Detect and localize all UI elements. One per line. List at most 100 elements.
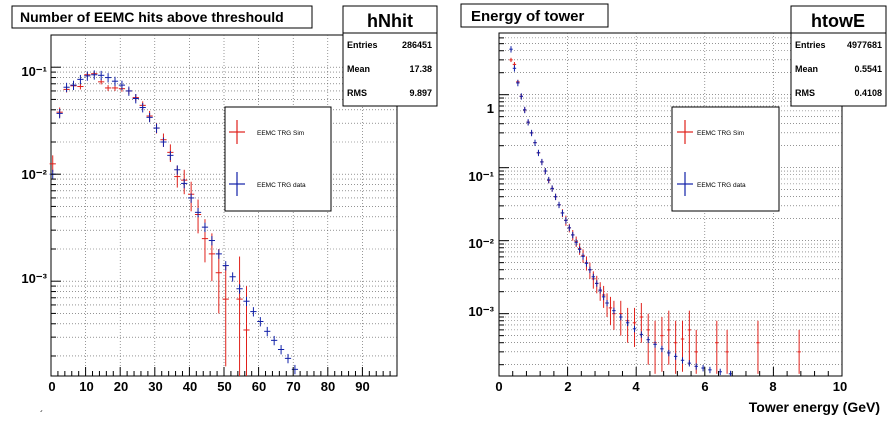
- right-ytick-1e-3: 10⁻³: [468, 304, 494, 319]
- data-point: [174, 165, 181, 175]
- data-point: [584, 260, 589, 267]
- right-title: Energy of tower: [471, 8, 585, 25]
- data-point: [547, 176, 551, 184]
- data-point: [673, 353, 678, 360]
- right-legend-sim-label: EEMC TRG Sim: [697, 130, 744, 137]
- left-x-tick-labels: 0 10 20 30 40 50 60 70 80 90: [48, 379, 369, 394]
- right-legend: EEMC TRG Sim EEMC TRG data: [671, 106, 780, 212]
- data-point: [639, 331, 644, 338]
- right-legend-data-label: EEMC TRG data: [697, 182, 746, 189]
- right-plot-frame: [498, 32, 843, 377]
- right-markers: [509, 46, 801, 376]
- right-ytick-1: 1: [487, 101, 494, 116]
- sim-point: [236, 256, 243, 376]
- sim-point: [660, 317, 664, 372]
- sim-point: [715, 320, 719, 374]
- data-point: [132, 94, 139, 104]
- left-stats-label-mean: Mean: [347, 64, 370, 74]
- right-stats-label-mean: Mean: [795, 64, 818, 74]
- left-stats-value-rms: 9.897: [409, 88, 432, 98]
- right-xtick-0: 0: [495, 379, 502, 394]
- data-point: [540, 158, 544, 166]
- right-panel: Energy of tower htowE Entries 4977681 Me…: [460, 3, 887, 415]
- left-stats-value-mean: 17.38: [409, 64, 432, 74]
- left-legend-data-label: EEMC TRG data: [257, 182, 306, 189]
- data-point: [625, 319, 630, 327]
- data-point: [536, 149, 541, 157]
- right-legend-sim-marker: [677, 120, 693, 144]
- right-stats-name: htowE: [811, 11, 865, 31]
- data-point: [581, 253, 585, 260]
- sim-point: [756, 320, 760, 374]
- data-point: [574, 239, 578, 246]
- sim-point: [215, 248, 222, 314]
- right-stats-frame: [790, 5, 887, 107]
- data-point: [612, 307, 616, 314]
- right-stats-label-entries: Entries: [795, 40, 826, 50]
- left-grid: [51, 35, 397, 376]
- left-title-box: [11, 5, 313, 29]
- data-point: [701, 365, 705, 372]
- left-xtick-40: 40: [183, 379, 197, 394]
- left-stats-value-entries: 286451: [402, 40, 432, 50]
- data-point: [523, 106, 527, 114]
- data-point: [601, 293, 606, 301]
- right-xtick-6: 6: [701, 379, 708, 394]
- sim-point: [797, 329, 801, 374]
- data-point: [595, 280, 599, 287]
- sim-point: [222, 265, 229, 367]
- data-point: [284, 353, 292, 364]
- left-xtick-60: 60: [252, 379, 266, 394]
- data-point: [718, 368, 722, 376]
- left-legend-sim-label: EEMC TRG Sim: [257, 130, 304, 137]
- sim-point: [49, 155, 56, 172]
- data-point: [118, 80, 126, 91]
- data-point: [139, 103, 146, 113]
- sim-point: [104, 85, 112, 91]
- left-xtick-30: 30: [148, 379, 162, 394]
- data-point: [619, 313, 623, 321]
- left-plot-frame: [50, 34, 398, 377]
- data-point: [208, 236, 216, 246]
- data-point: [70, 80, 77, 91]
- data-point: [516, 79, 520, 87]
- left-xtick-50: 50: [217, 379, 231, 394]
- left-xtick-10: 10: [79, 379, 93, 394]
- data-point: [201, 222, 209, 233]
- left-ytick-1e-2: 10⁻²: [21, 167, 47, 182]
- right-axis-ticks: [498, 32, 843, 376]
- left-ytick-1e-1: 10⁻¹: [21, 64, 47, 79]
- right-x-axis-label: Tower energy (GeV): [749, 399, 880, 415]
- data-point: [215, 249, 222, 259]
- sim-point: [725, 329, 729, 374]
- right-ytick-1e-2: 10⁻²: [468, 236, 494, 251]
- right-xtick-4: 4: [632, 379, 640, 394]
- data-point: [91, 70, 98, 80]
- data-point: [512, 65, 517, 72]
- data-point: [271, 335, 278, 346]
- data-point: [577, 246, 582, 253]
- sim-point: [77, 83, 84, 90]
- data-point: [77, 74, 84, 85]
- data-point: [567, 224, 572, 232]
- left-y-tick-labels: 10⁻¹ 10⁻² 10⁻³: [21, 64, 47, 286]
- left-legend-data-marker: [229, 172, 245, 196]
- right-x-tick-labels: 0 2 4 6 8 10: [495, 379, 847, 394]
- data-point: [167, 150, 174, 161]
- left-markers: [49, 70, 299, 376]
- data-point: [557, 201, 561, 209]
- data-point: [598, 287, 602, 294]
- data-point: [243, 296, 250, 307]
- data-point: [519, 93, 524, 100]
- left-title: Number of EEMC hits above threshould: [20, 9, 284, 25]
- data-point: [236, 284, 243, 294]
- data-point: [194, 207, 202, 218]
- data-point: [63, 82, 70, 93]
- data-point: [660, 345, 664, 353]
- sim-point: [608, 296, 613, 325]
- left-xtick-70: 70: [286, 379, 300, 394]
- data-point: [564, 217, 568, 224]
- data-point: [111, 76, 119, 87]
- data-point: [653, 341, 657, 348]
- data-point: [728, 370, 733, 376]
